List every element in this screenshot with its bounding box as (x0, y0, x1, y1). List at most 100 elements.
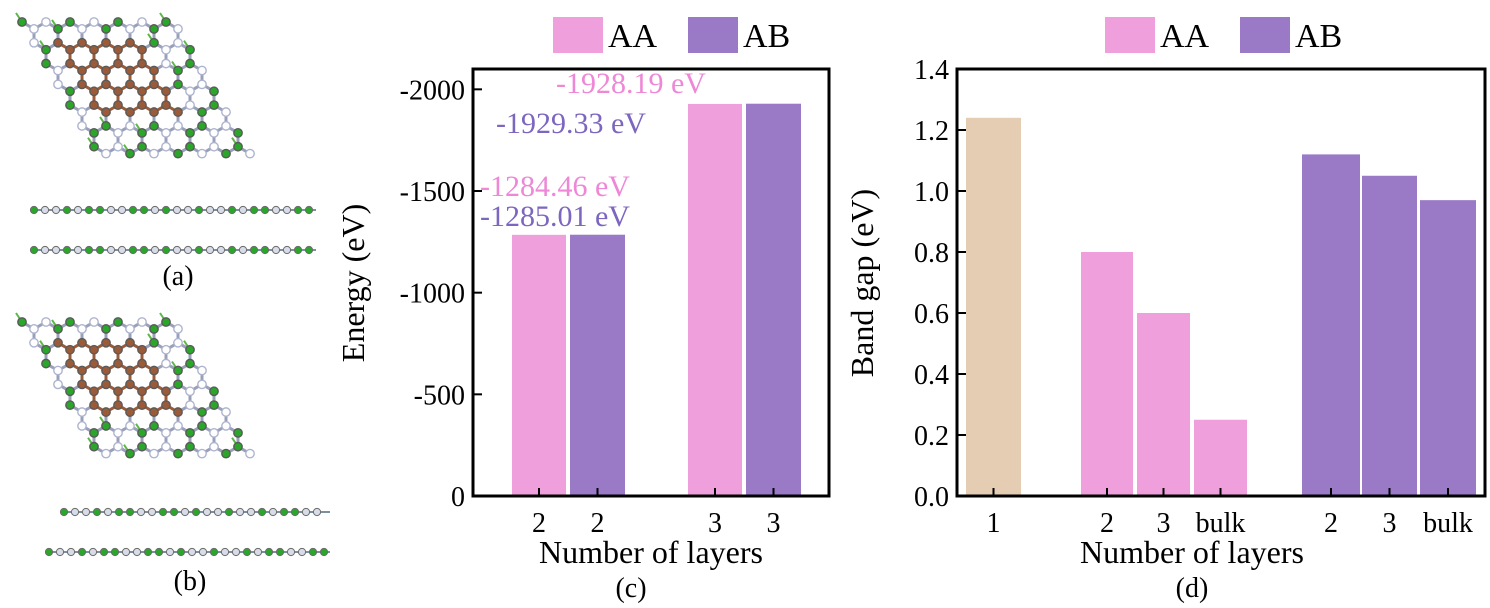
boron-atom (137, 441, 147, 452)
carbon-atom (137, 100, 147, 111)
carbon-atom (125, 407, 135, 417)
boron-atom (185, 141, 195, 152)
boron-atom (173, 79, 183, 90)
legend-swatch-ab (688, 17, 738, 53)
carbon-atom (89, 100, 99, 111)
lattice-top-view-a (15, 12, 255, 159)
atom (29, 205, 39, 215)
atom (260, 205, 270, 215)
nitrogen-atom (53, 79, 63, 90)
boron-atom (89, 141, 99, 152)
atom (282, 205, 292, 215)
bar (966, 117, 1021, 497)
y-axis-title: Band gap (eV) (844, 189, 880, 377)
bar (1420, 200, 1476, 496)
atom (242, 547, 252, 557)
carbon-atom (113, 58, 123, 69)
panel-label-d: (d) (1176, 573, 1209, 604)
nitrogen-atom (53, 379, 63, 390)
boron-atom (209, 400, 219, 411)
x-tick-label: 3 (708, 508, 722, 539)
boron-atom (161, 317, 171, 327)
nitrogen-atom (101, 448, 111, 459)
atom (29, 245, 39, 255)
boron-atom (221, 448, 231, 459)
bar (1302, 154, 1360, 496)
y-tick-label: 0 (451, 482, 465, 513)
carbon-atom (89, 44, 99, 55)
atom (84, 205, 94, 215)
nitrogen-atom (29, 337, 39, 348)
boron-atom (65, 400, 75, 411)
legend-swatch-aa (553, 17, 603, 53)
carbon-atom (137, 400, 147, 411)
atom (293, 245, 303, 255)
carbon-atom (65, 58, 75, 69)
carbon-atom (161, 400, 171, 411)
atom (268, 507, 278, 517)
nitrogen-atom (209, 141, 219, 152)
carbon-atom (125, 365, 135, 376)
boron-atom (65, 317, 75, 327)
y-tick-label: 0.4 (914, 360, 949, 391)
atom (51, 245, 61, 255)
carbon-atom (113, 358, 123, 369)
carbon-atom (173, 107, 183, 117)
x-tick-label: 2 (532, 508, 546, 539)
atom (40, 245, 50, 255)
nitrogen-atom (125, 121, 135, 131)
boron-atom (173, 148, 183, 159)
boron-atom (41, 344, 51, 355)
atom (286, 547, 296, 557)
carbon-atom (161, 86, 171, 97)
atom (253, 547, 263, 557)
atom (304, 245, 314, 255)
carbon-atom (101, 37, 111, 48)
carbon-atom (137, 44, 147, 55)
atom (249, 245, 259, 255)
nitrogen-atom (173, 324, 183, 334)
carbon-atom (125, 79, 135, 90)
atom (81, 507, 91, 517)
boron-atom (113, 17, 123, 27)
nitrogen-atom (161, 441, 171, 452)
carbon-atom (101, 365, 111, 376)
boron-atom (41, 358, 51, 369)
atom (194, 245, 204, 255)
nitrogen-atom (197, 379, 207, 390)
lattice-side-view-a (29, 205, 316, 255)
nitrogen-atom (77, 421, 87, 431)
boron-atom (197, 107, 207, 117)
nitrogen-atom (161, 427, 171, 438)
panel-label-b: (b) (174, 566, 207, 597)
atom (308, 547, 318, 557)
carbon-atom (89, 400, 99, 411)
nitrogen-atom (77, 107, 87, 117)
x-tick-label: 1 (987, 508, 1001, 539)
plot-frame (471, 67, 831, 498)
boron-atom (149, 121, 159, 131)
atom (227, 205, 237, 215)
carbon-atom (125, 37, 135, 48)
nitrogen-atom (221, 121, 231, 131)
x-axis-title: Number of layers (539, 534, 763, 570)
boron-atom (137, 141, 147, 152)
y-tick-label: 0.2 (914, 421, 949, 452)
boron-atom (209, 386, 219, 397)
boron-atom (185, 44, 195, 55)
atom (216, 245, 226, 255)
atom (110, 547, 120, 557)
atom (297, 547, 307, 557)
atom (103, 507, 113, 517)
lattice-top-view-b (15, 312, 255, 459)
boron-atom (173, 379, 183, 390)
atom (231, 547, 241, 557)
structure-view-b: (b) (15, 312, 330, 597)
carbon-atom (89, 344, 99, 355)
atom (227, 245, 237, 255)
bar (512, 234, 566, 496)
atom (209, 547, 219, 557)
boron-atom (173, 65, 183, 76)
carbon-atom (101, 79, 111, 90)
